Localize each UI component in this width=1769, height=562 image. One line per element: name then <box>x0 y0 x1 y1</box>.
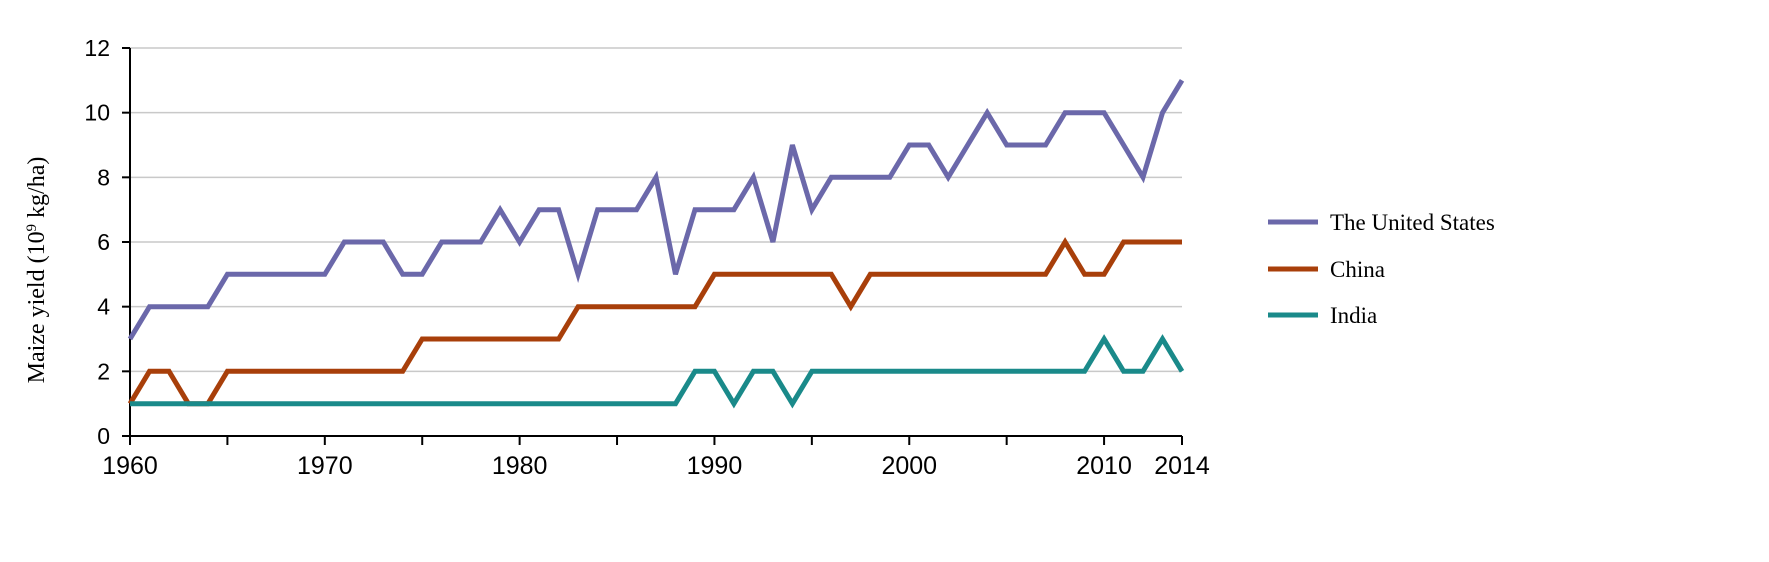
y-axis-label: Maize yield (109 kg/ha) <box>24 157 50 384</box>
y-tick-label-6: 6 <box>97 229 110 255</box>
y-tick-label-10: 10 <box>84 100 110 126</box>
x-tick-label-1970: 1970 <box>297 452 353 480</box>
series-line-china <box>127 237 1182 407</box>
y-tick-label-0: 0 <box>97 423 110 449</box>
x-tick-labels: 1960 1970 1980 1990 2000 2010 2014 <box>102 452 1210 480</box>
y-tick-label-12: 12 <box>84 35 110 61</box>
series-lines <box>127 79 1185 409</box>
y-tick-labels: 0 2 4 6 8 10 12 <box>84 35 110 449</box>
x-tick-label-1990: 1990 <box>687 452 743 480</box>
gridlines <box>130 47 1182 373</box>
series-line-india <box>130 334 1185 409</box>
x-tick-label-2010: 2010 <box>1076 452 1132 480</box>
x-tick-label-2014: 2014 <box>1154 452 1210 480</box>
y-tick-label-8: 8 <box>97 164 110 190</box>
x-tick-label-1960: 1960 <box>102 452 158 480</box>
x-tick-label-2000: 2000 <box>881 452 937 480</box>
legend: The United States China India <box>1268 210 1495 328</box>
x-tick-label-1980: 1980 <box>492 452 548 480</box>
axes <box>122 47 1183 445</box>
legend-label-india: India <box>1330 303 1377 328</box>
y-tick-label-4: 4 <box>97 294 110 320</box>
y-tick-label-2: 2 <box>97 358 110 384</box>
legend-label-the-united-states: The United States <box>1330 210 1495 235</box>
legend-label-china: China <box>1330 257 1385 282</box>
series-line-the-united-states <box>127 79 1185 341</box>
